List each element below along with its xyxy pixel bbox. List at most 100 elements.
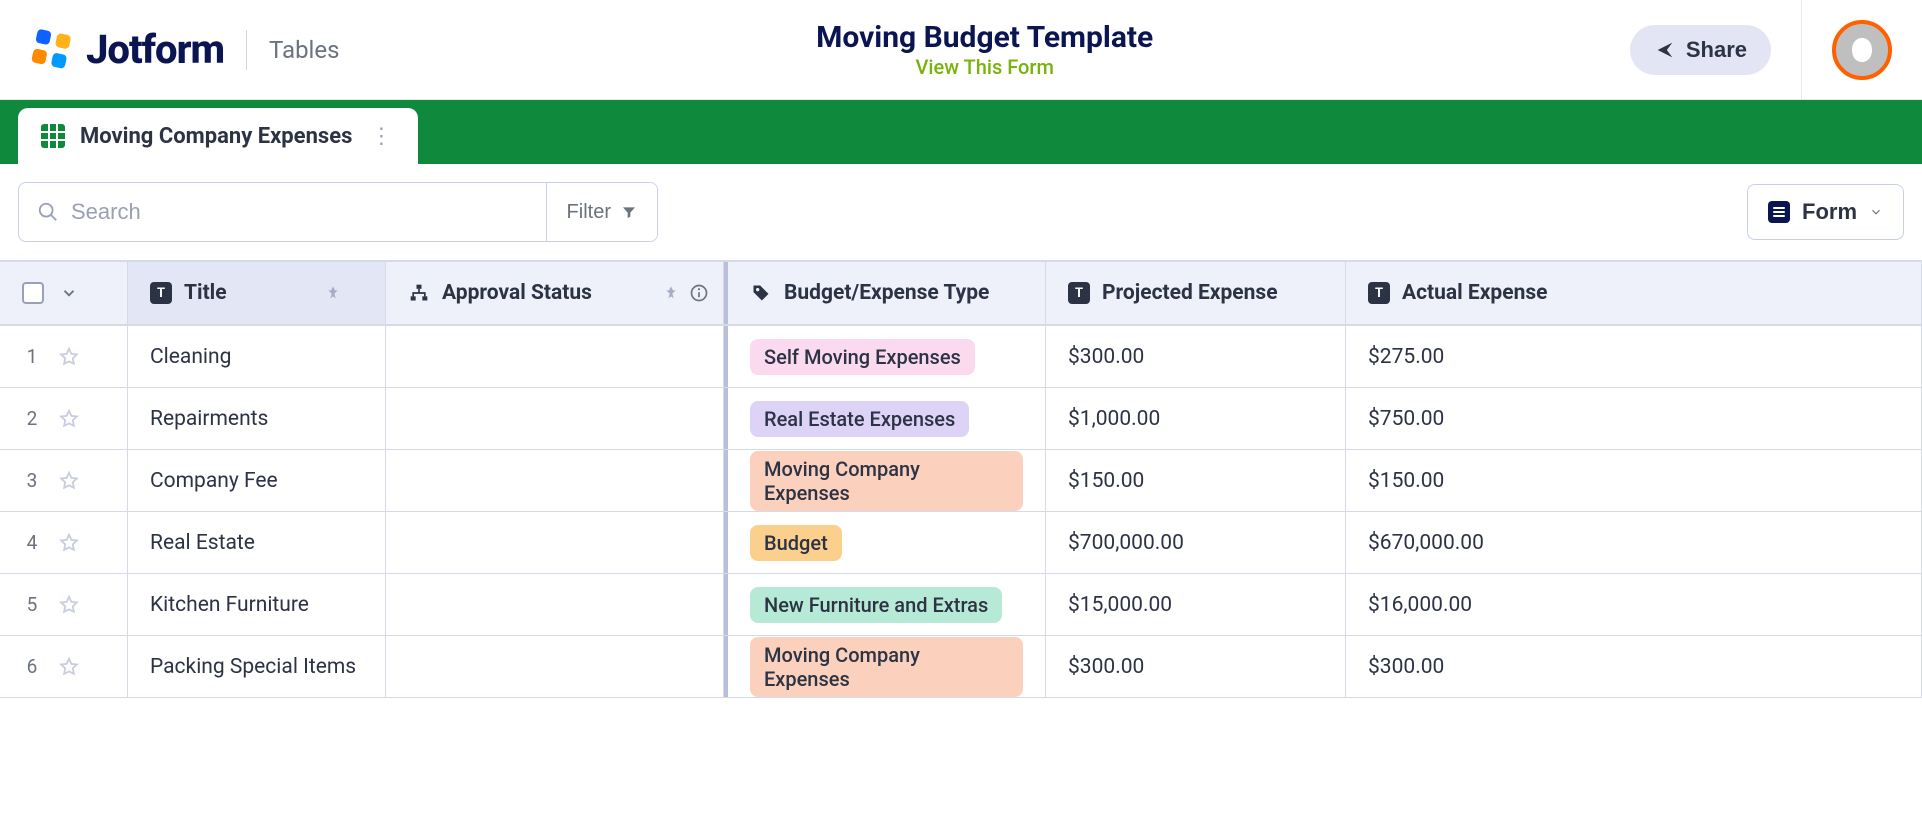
row-index: 1 [0,326,128,387]
cell-actual[interactable]: $150.00 [1346,450,1922,511]
cell-approval[interactable] [386,512,724,573]
cell-projected[interactable]: $150.00 [1046,450,1346,511]
header-label: Approval Status [442,281,592,305]
search-wrap: Filter [18,182,658,242]
cell-actual[interactable]: $16,000.00 [1346,574,1922,635]
logo[interactable]: Jotform [30,26,224,73]
cell-type[interactable]: Self Moving Expenses [724,326,1046,387]
sitemap-icon [408,282,430,304]
cell-actual[interactable]: $275.00 [1346,326,1922,387]
row-number: 5 [22,593,42,616]
info-icon[interactable] [689,283,709,303]
cell-type[interactable]: Real Estate Expenses [724,388,1046,449]
tab-bar: Moving Company Expenses ⋮ [0,100,1922,164]
view-form-link[interactable]: View This Form [340,55,1630,79]
title-block: Moving Budget Template View This Form [340,20,1630,79]
select-all-checkbox[interactable] [22,282,44,304]
search-box[interactable] [19,199,546,225]
share-button[interactable]: Share [1630,25,1771,75]
type-tag: Moving Company Expenses [750,451,1023,511]
divider [1801,0,1802,100]
tab-moving-company-expenses[interactable]: Moving Company Expenses ⋮ [18,108,418,164]
cell-projected[interactable]: $15,000.00 [1046,574,1346,635]
text-icon: T [150,282,172,304]
table-row[interactable]: 2 Repairments Real Estate Expenses $1,000.0… [0,388,1922,450]
cell-title[interactable]: Packing Special Items [128,636,386,697]
cell-title[interactable]: Cleaning [128,326,386,387]
type-tag: Real Estate Expenses [750,401,969,437]
cell-type[interactable]: Budget [724,512,1046,573]
pin-icon[interactable] [325,285,341,301]
star-icon[interactable] [58,408,80,430]
form-label: Form [1802,199,1857,225]
cell-approval[interactable] [386,450,724,511]
filter-button[interactable]: Filter [546,183,657,241]
table-row[interactable]: 1 Cleaning Self Moving Expenses$300.00$275… [0,326,1922,388]
form-button[interactable]: Form [1747,184,1904,240]
cell-approval[interactable] [386,636,724,697]
header-approval[interactable]: Approval Status [386,262,724,324]
chevron-down-icon [1869,205,1883,219]
cell-actual[interactable]: $670,000.00 [1346,512,1922,573]
row-index: 5 [0,574,128,635]
header: Jotform Tables Moving Budget Template Vi… [0,0,1922,100]
cell-projected[interactable]: $1,000.00 [1046,388,1346,449]
cell-approval[interactable] [386,326,724,387]
header-type[interactable]: Budget/Expense Type [724,262,1046,324]
header-title[interactable]: T Title [128,262,386,324]
cell-title[interactable]: Repairments [128,388,386,449]
tab-label: Moving Company Expenses [80,124,352,149]
row-number: 1 [22,345,42,368]
table-row[interactable]: 6 Packing Special Items Moving Company Exp… [0,636,1922,698]
header-actual[interactable]: T Actual Expense [1346,262,1922,324]
cell-projected[interactable]: $700,000.00 [1046,512,1346,573]
row-number: 2 [22,407,42,430]
search-input[interactable] [71,199,528,225]
table-row[interactable]: 5 Kitchen Furniture New Furniture and Extr… [0,574,1922,636]
table-header: T Title Approval Status Budget/Expense T… [0,262,1922,326]
grid-icon [40,123,66,149]
header-label: Actual Expense [1402,281,1547,305]
share-label: Share [1686,37,1747,63]
filter-icon [621,204,637,220]
form-icon [1768,201,1790,223]
star-icon[interactable] [58,532,80,554]
type-tag: Moving Company Expenses [750,637,1023,697]
cell-type[interactable]: New Furniture and Extras [724,574,1046,635]
logo-text: Jotform [86,26,224,73]
header-projected[interactable]: T Projected Expense [1046,262,1346,324]
cell-title[interactable]: Real Estate [128,512,386,573]
star-icon[interactable] [58,656,80,678]
share-icon [1654,39,1676,61]
header-select [0,262,128,324]
cell-title[interactable]: Company Fee [128,450,386,511]
tab-more-icon[interactable]: ⋮ [366,124,396,149]
header-label: Projected Expense [1102,281,1278,305]
cell-approval[interactable] [386,388,724,449]
row-number: 6 [22,655,42,678]
type-tag: Budget [750,525,842,561]
cell-actual[interactable]: $750.00 [1346,388,1922,449]
table-row[interactable]: 3Company FeeMoving Company Expenses$150.… [0,450,1922,512]
cell-type[interactable]: Moving Company Expenses [724,450,1046,511]
section-label[interactable]: Tables [269,36,339,64]
pin-icon[interactable] [663,285,679,301]
text-icon: T [1068,282,1090,304]
cell-approval[interactable] [386,574,724,635]
row-index: 6 [0,636,128,697]
divider [246,30,247,70]
cell-type[interactable]: Moving Company Expenses [724,636,1046,697]
chevron-down-icon[interactable] [60,284,78,302]
star-icon[interactable] [58,346,80,368]
star-icon[interactable] [58,470,80,492]
page-title: Moving Budget Template [340,20,1630,55]
table-row[interactable]: 4Real EstateBudget$700,000.00$670,000.00 [0,512,1922,574]
cell-projected[interactable]: $300.00 [1046,326,1346,387]
header-label: Title [184,281,227,305]
header-label: Budget/Expense Type [784,281,989,305]
star-icon[interactable] [58,594,80,616]
cell-title[interactable]: Kitchen Furniture [128,574,386,635]
cell-projected[interactable]: $300.00 [1046,636,1346,697]
avatar[interactable] [1832,20,1892,80]
cell-actual[interactable]: $300.00 [1346,636,1922,697]
